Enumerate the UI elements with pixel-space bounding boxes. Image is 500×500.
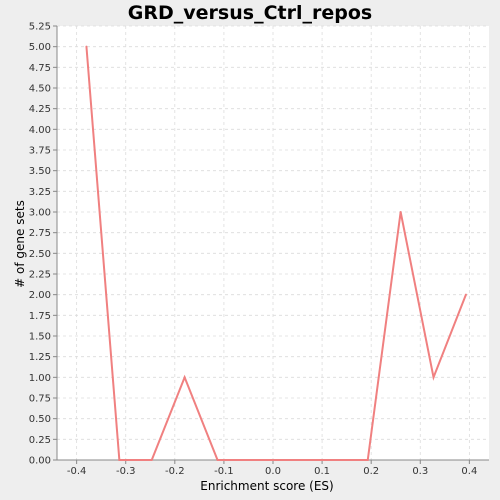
data-point	[118, 459, 121, 461]
y-tick-label: 1.00	[29, 373, 51, 384]
grid-lines	[57, 25, 489, 461]
chart-title: GRD_versus_Ctrl_repos	[128, 2, 372, 24]
y-axis-label: # of gene sets	[13, 200, 27, 288]
data-point	[281, 459, 284, 461]
data-point	[366, 459, 369, 461]
x-tick-label: -0.2	[165, 466, 185, 477]
data-point	[85, 45, 88, 48]
y-tick-label: 3.25	[29, 187, 51, 198]
x-axis-ticks: -0.4 -0.3 -0.2 -0.1 0.0 0.1 0.2 0.3 0.4	[67, 460, 477, 477]
x-tick-label: 0.0	[265, 466, 281, 477]
y-tick-label: 1.25	[29, 352, 51, 363]
x-tick-label: 0.4	[461, 466, 477, 477]
x-tick-label: 0.2	[363, 466, 379, 477]
data-point	[314, 459, 317, 461]
x-tick-label: 0.1	[314, 466, 330, 477]
y-tick-label: 3.00	[29, 208, 51, 219]
y-tick-label: 4.75	[29, 63, 51, 74]
data-point	[464, 293, 467, 296]
y-tick-label: 4.25	[29, 104, 51, 115]
y-tick-label: 3.75	[29, 146, 51, 157]
x-tick-label: 0.3	[412, 466, 428, 477]
series-layer	[85, 45, 467, 461]
x-tick-label: -0.3	[116, 466, 136, 477]
y-tick-label: 3.50	[29, 166, 51, 177]
y-tick-label: 5.00	[29, 42, 51, 53]
y-tick-label: 0.25	[29, 435, 51, 446]
y-tick-label: 1.75	[29, 311, 51, 322]
x-axis-label: Enrichment score (ES)	[200, 479, 333, 493]
y-axis-ticks: 0.00 0.25 0.50 0.75 1.00 1.25 1.50 1.75 2.00 2.25…	[29, 22, 57, 467]
data-point	[399, 211, 402, 213]
data-point	[347, 459, 350, 461]
y-tick-label: 5.25	[29, 22, 51, 33]
data-point	[216, 459, 219, 461]
y-tick-label: 1.50	[29, 332, 51, 343]
y-tick-label: 4.50	[29, 84, 51, 95]
y-tick-label: 0.00	[29, 456, 51, 467]
y-tick-label: 2.75	[29, 228, 51, 239]
data-point	[248, 459, 251, 461]
x-tick-label: -0.4	[67, 466, 87, 477]
y-tick-label: 4.00	[29, 125, 51, 136]
y-tick-label: 2.00	[29, 290, 51, 301]
data-point	[183, 376, 186, 379]
data-point	[432, 376, 435, 379]
y-tick-label: 2.50	[29, 249, 51, 260]
y-tick-label: 0.50	[29, 414, 51, 425]
y-tick-label: 0.75	[29, 394, 51, 405]
y-tick-label: 2.25	[29, 270, 51, 281]
x-tick-label: -0.1	[214, 466, 234, 477]
data-point	[150, 459, 153, 461]
